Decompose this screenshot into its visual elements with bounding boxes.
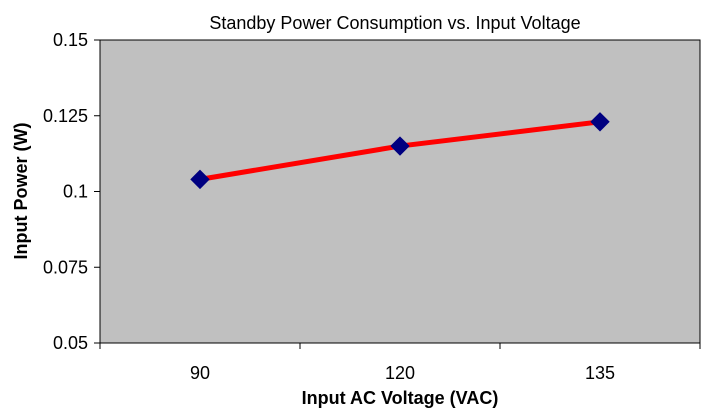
x-axis-title: Input AC Voltage (VAC) <box>302 388 499 408</box>
x-tick-label: 135 <box>585 363 615 383</box>
plot-area <box>99 39 701 344</box>
data-series <box>190 112 610 190</box>
y-tick-label: 0.125 <box>43 106 88 126</box>
y-tick-label: 0.15 <box>53 30 88 50</box>
y-axis-title: Input Power (W) <box>11 123 31 260</box>
x-tick-label: 90 <box>190 363 210 383</box>
data-point-marker <box>390 136 410 156</box>
y-tick-label: 0.05 <box>53 333 88 353</box>
x-tick-label: 120 <box>385 363 415 383</box>
y-axis-ticks: 0.05 0.075 0.1 0.125 0.15 <box>43 30 100 353</box>
y-tick-label: 0.075 <box>43 257 88 277</box>
data-point-marker <box>590 112 610 132</box>
chart-title: Standby Power Consumption vs. Input Volt… <box>209 13 580 33</box>
y-tick-label: 0.1 <box>63 182 88 202</box>
data-point-marker <box>190 169 210 190</box>
x-axis-ticks: 90 120 135 <box>99 343 701 383</box>
